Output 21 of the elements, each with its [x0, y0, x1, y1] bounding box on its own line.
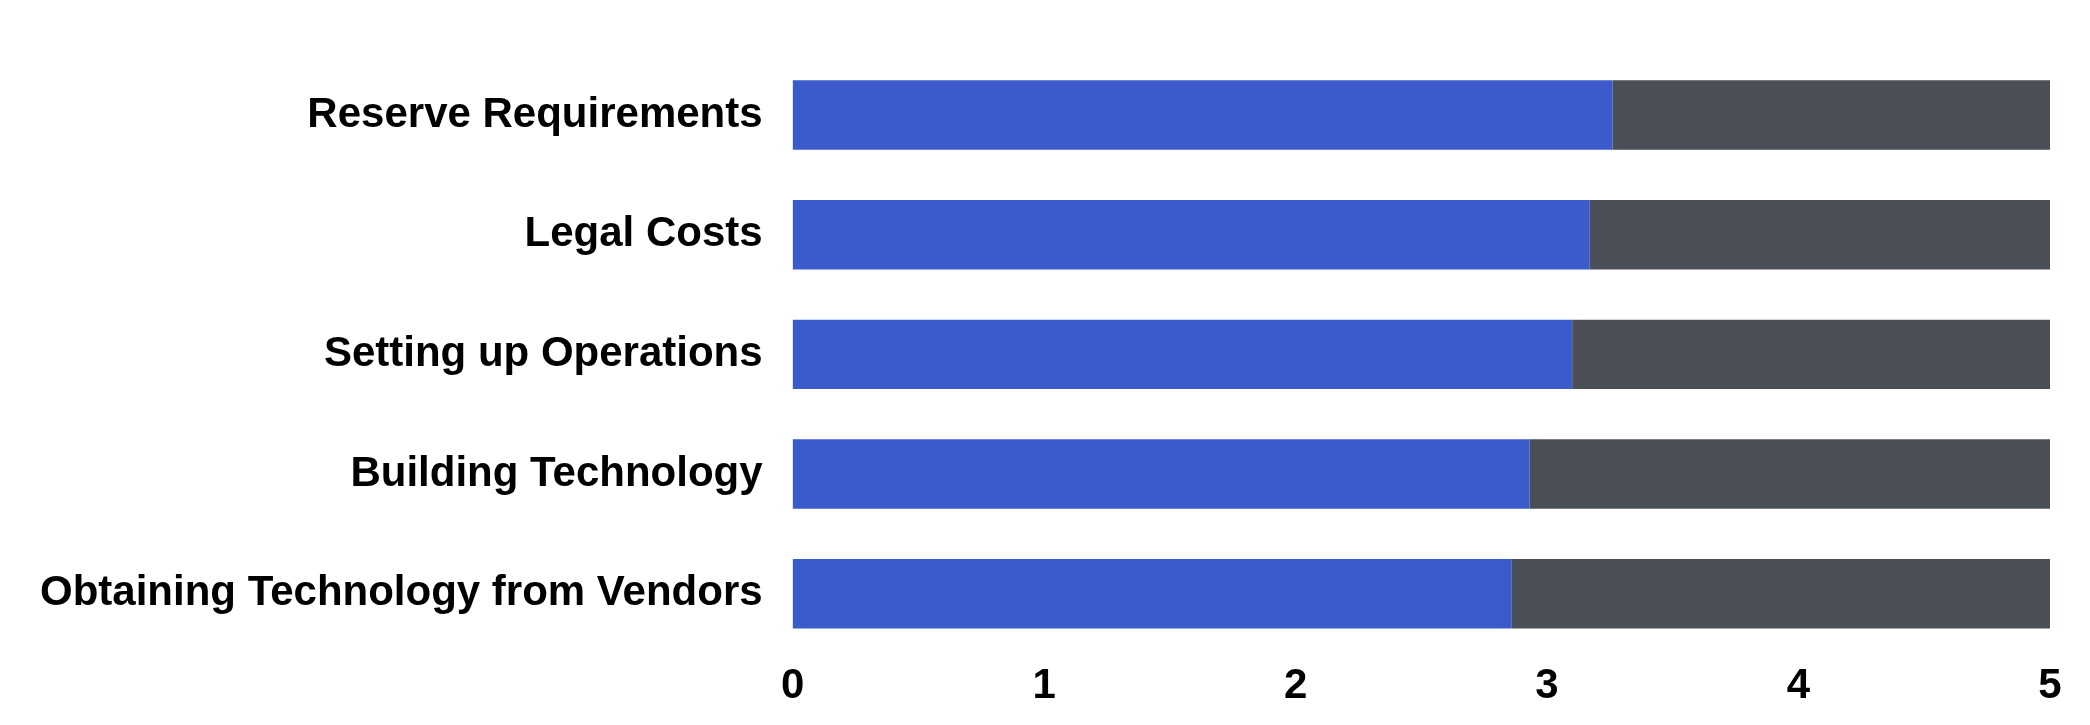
bar	[792, 200, 1590, 270]
x-tick-label: 3	[1535, 660, 1559, 708]
bar	[792, 439, 1530, 509]
bar	[792, 559, 1512, 629]
y-tick-label: Reserve Requirements	[307, 88, 763, 136]
x-tick-label: 1	[1032, 660, 1056, 708]
y-tick-label: Obtaining Technology from Vendors	[40, 567, 763, 615]
y-tick-label: Legal Costs	[524, 208, 763, 256]
bar	[1529, 439, 2050, 509]
bar	[1589, 200, 2050, 270]
bar	[1511, 559, 2050, 629]
bar	[1572, 319, 2050, 390]
bar	[792, 319, 1573, 390]
y-tick-label: Building Technology	[350, 447, 764, 495]
bar	[792, 80, 1613, 150]
x-tick-label: 4	[1786, 660, 1811, 708]
x-tick-label: 2	[1283, 660, 1308, 708]
bar	[1612, 80, 2050, 150]
x-tick-label: 5	[2038, 660, 2062, 708]
x-tick-label: 0	[780, 660, 805, 708]
y-tick-label: Setting up Operations	[323, 327, 763, 375]
